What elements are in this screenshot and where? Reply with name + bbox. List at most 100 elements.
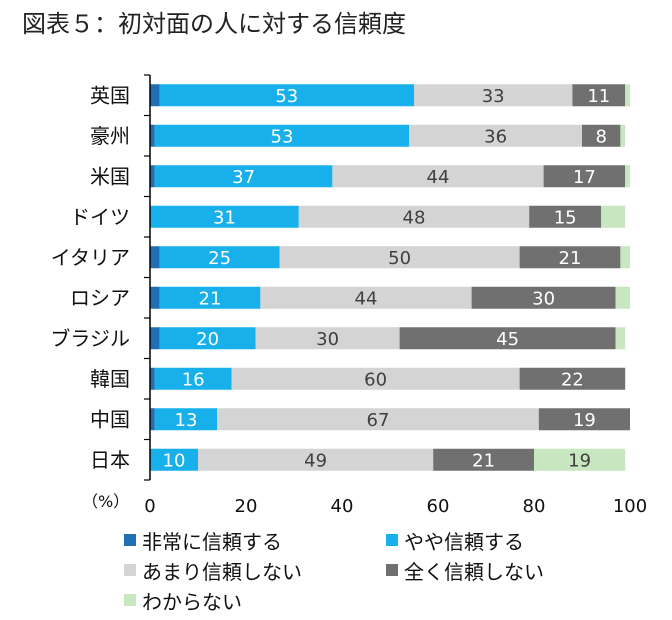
bar-segment xyxy=(601,205,626,228)
data-label: 50 xyxy=(388,248,411,269)
data-label: 48 xyxy=(403,207,426,228)
category-label: 日本 xyxy=(90,448,130,472)
x-tick-label: 20 xyxy=(235,496,258,517)
legend-item: やや信頼する xyxy=(386,526,524,555)
data-label: 22 xyxy=(561,369,584,390)
bar-segment xyxy=(433,448,534,471)
bar-segment xyxy=(260,286,472,309)
bar-segment xyxy=(150,246,160,269)
data-label: 49 xyxy=(304,450,327,471)
x-tick-label: 0 xyxy=(144,496,155,517)
bar-segment xyxy=(150,165,155,188)
legend: 非常に信頼する やや信頼する あまり信頼しない 全く信頼しない わからない xyxy=(124,525,644,615)
bar-segment xyxy=(615,327,626,350)
bar-segment xyxy=(572,84,626,107)
bar-segment xyxy=(519,367,626,390)
data-label: 19 xyxy=(568,450,591,471)
bar-segment xyxy=(150,448,198,471)
bar-segment xyxy=(582,124,621,147)
legend-swatch xyxy=(124,534,136,546)
data-label: 53 xyxy=(275,86,298,107)
bar-segment xyxy=(150,367,155,390)
legend-item: 全く信頼しない xyxy=(386,556,544,585)
category-label: 英国 xyxy=(90,83,130,107)
x-tick-label: 80 xyxy=(523,496,546,517)
data-label: 21 xyxy=(199,288,222,309)
x-tick-label: 60 xyxy=(427,496,450,517)
legend-item: あまり信頼しない xyxy=(124,556,386,585)
legend-swatch xyxy=(386,534,398,546)
data-label: 44 xyxy=(427,167,450,188)
bar-segment xyxy=(332,165,544,188)
bar-segment xyxy=(298,205,530,228)
bar-segment xyxy=(625,84,630,107)
data-label: 31 xyxy=(213,207,236,228)
bar-segment xyxy=(150,327,160,350)
data-label: 8 xyxy=(595,126,606,147)
category-label: イタリア xyxy=(51,245,130,269)
category-label: ドイツ xyxy=(70,205,130,229)
bar-segment xyxy=(529,205,602,228)
category-label: 中国 xyxy=(90,407,130,431)
bar-segment xyxy=(255,327,400,350)
bar-segment xyxy=(409,124,582,147)
bar-segment xyxy=(620,246,630,269)
legend-swatch xyxy=(386,564,398,576)
legend-label: やや信頼する xyxy=(404,529,524,554)
bar-segment xyxy=(231,367,520,390)
data-label: 21 xyxy=(559,248,582,269)
legend-label: 非常に信頼する xyxy=(142,529,282,554)
bar-segment xyxy=(159,327,256,350)
bar-segment xyxy=(217,408,539,431)
legend-swatch xyxy=(124,594,136,606)
bar-segment xyxy=(279,246,520,269)
data-label: 67 xyxy=(367,410,390,431)
bar-segment xyxy=(620,124,626,147)
bar-segment xyxy=(538,408,630,431)
category-label: 韓国 xyxy=(90,367,130,391)
data-label: 25 xyxy=(208,248,231,269)
x-tick-label: 100 xyxy=(613,496,647,517)
data-label: 33 xyxy=(482,86,505,107)
chart-title: 図表５：初対面の人に対する信頼度 xyxy=(22,10,406,38)
bar-segment xyxy=(543,165,626,188)
category-label: 豪州 xyxy=(90,124,130,148)
bar-segment xyxy=(150,84,160,107)
data-label: 30 xyxy=(532,288,555,309)
bar-segment xyxy=(154,124,410,147)
data-label: 19 xyxy=(573,410,596,431)
legend-item: わからない xyxy=(124,586,386,615)
data-label: 44 xyxy=(355,288,378,309)
bar-segment xyxy=(150,124,155,147)
data-label: 15 xyxy=(554,207,577,228)
bar-segment xyxy=(154,165,333,188)
data-label: 36 xyxy=(484,126,507,147)
data-label: 10 xyxy=(163,450,186,471)
data-label: 53 xyxy=(271,126,294,147)
data-label: 13 xyxy=(175,410,198,431)
legend-swatch xyxy=(124,564,136,576)
bar-segment xyxy=(159,84,414,107)
bar-segment xyxy=(154,367,232,390)
category-label: ロシア xyxy=(70,286,130,310)
bar-segment xyxy=(625,165,630,188)
data-label: 30 xyxy=(316,329,339,350)
bar-segment xyxy=(159,246,280,269)
category-label: ブラジル xyxy=(50,326,130,350)
data-label: 60 xyxy=(364,369,387,390)
x-tick-label: 40 xyxy=(331,496,354,517)
bar-segment xyxy=(519,246,621,269)
legend-label: わからない xyxy=(142,589,242,614)
legend-item: 非常に信頼する xyxy=(124,526,386,555)
data-label: 37 xyxy=(232,167,255,188)
unit-label: （%） xyxy=(82,492,130,511)
legend-label: 全く信頼しない xyxy=(404,559,544,584)
bar-segment xyxy=(150,408,155,431)
data-label: 45 xyxy=(496,329,519,350)
bar-segment xyxy=(399,327,616,350)
bar-segment xyxy=(198,448,434,471)
bar-segment xyxy=(154,408,218,431)
legend-label: あまり信頼しない xyxy=(142,559,302,584)
data-label: 21 xyxy=(472,450,495,471)
